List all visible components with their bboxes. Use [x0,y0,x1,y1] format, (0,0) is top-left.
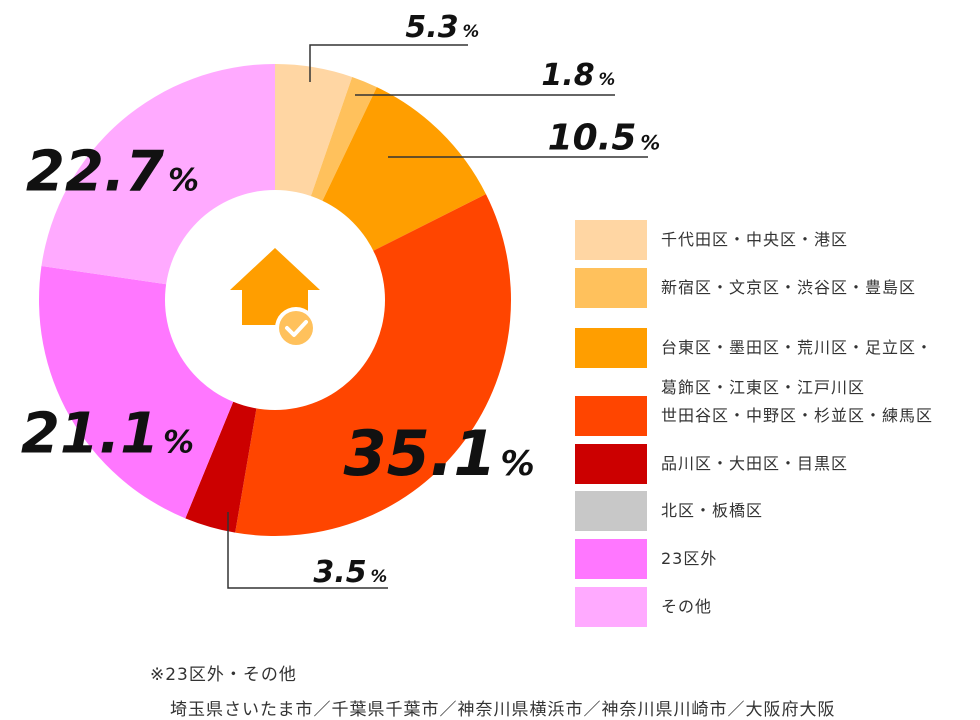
donut-slice [41,64,275,285]
leader-line [227,512,388,589]
legend-item: 千代田区・中央区・港区 [575,220,848,260]
donut [39,64,511,536]
value-label: 35.1 [344,417,497,490]
legend-item: 23区外 [575,539,717,579]
legend-item: 世田谷区・中野区・杉並区・練馬区 [575,396,933,436]
donut-slice [310,76,377,203]
legend-swatch [575,444,647,484]
legend-label: 新宿区・文京区・渋谷区・豊島区 [661,278,917,297]
legend-swatch [575,539,647,579]
donut-slice [235,194,511,536]
unit-label: % [163,424,194,460]
house-icon [230,248,320,349]
legend-label: 千代田区・中央区・港区 [661,230,849,249]
legend-swatch [575,587,647,627]
legend-item: 台東区・墨田区・荒川区・足立区・ 葛飾区・江東区・江戸川区 [575,328,933,408]
value-label: 21.1 [21,401,159,466]
donut-slice [275,64,353,198]
legend-swatch [575,220,647,260]
legend-item: 新宿区・文京区・渋谷区・豊島区 [575,268,916,308]
legend-swatch [575,268,647,308]
legend-item: 北区・板橋区 [575,491,763,531]
unit-label: % [599,70,616,89]
legend-swatch [575,491,647,531]
unit-label: % [168,162,199,198]
unit-label: % [371,567,388,586]
leader-line [309,44,468,82]
value-label: 5.3 [405,10,458,45]
legend-label: 北区・板橋区 [661,501,764,520]
legend-item: その他 [575,587,712,627]
unit-label: % [463,22,480,41]
unit-label: % [640,131,660,154]
value-label: 10.5 [548,117,637,158]
legend-label: 世田谷区・中野区・杉並区・練馬区 [661,406,934,425]
legend-swatch [575,328,647,368]
donut-slice [321,87,486,252]
value-label: 1.8 [541,58,594,93]
value-label: 3.5 [313,555,366,590]
legend-label: 品川区・大田区・目黒区 [661,454,849,473]
legend-item: 品川区・大田区・目黒区 [575,444,848,484]
note-text: 埼玉県さいたま市／千葉県千葉市／神奈川県横浜市／神奈川県川崎市／大阪府大阪 [170,700,836,720]
legend-label: 23区外 [661,549,718,568]
legend-label: その他 [661,597,713,616]
donut-slice [185,399,257,533]
note-label: ※23区外・その他 [150,665,297,685]
legend-label: 台東区・墨田区・荒川区・足立区・ 葛飾区・江東区・江戸川区 [661,338,934,397]
value-label: 22.7 [26,139,164,204]
legend-swatch [575,396,647,436]
donut-slice [39,266,234,519]
unit-label: % [500,444,534,484]
